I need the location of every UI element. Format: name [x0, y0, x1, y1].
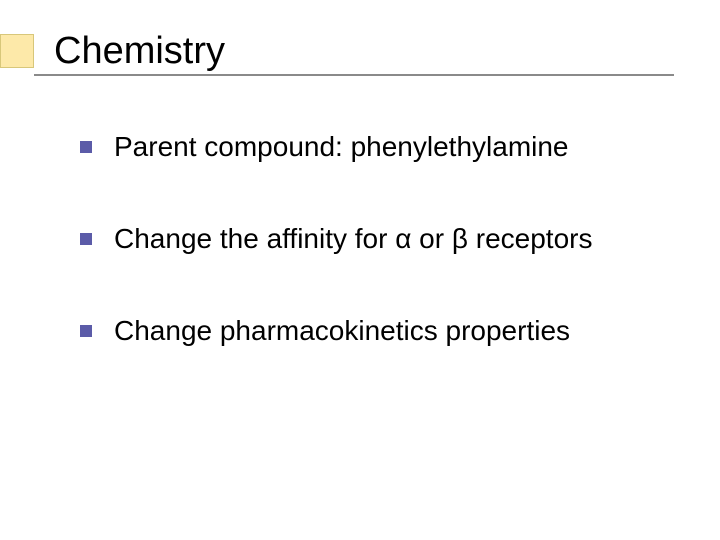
bullet-square-icon	[80, 325, 92, 337]
title-underline	[34, 74, 674, 76]
list-item: Parent compound: phenylethylamine	[80, 128, 680, 166]
bullet-text: Change the affinity for α or β receptors	[114, 220, 592, 258]
bullet-square-icon	[80, 233, 92, 245]
slide-body: Parent compound: phenylethylamine Change…	[80, 128, 680, 403]
list-item: Change the affinity for α or β receptors	[80, 220, 680, 258]
bullet-text: Change pharmacokinetics properties	[114, 312, 570, 350]
bullet-text: Parent compound: phenylethylamine	[114, 128, 569, 166]
title-accent-square	[0, 34, 34, 68]
slide-title: Chemistry	[54, 30, 225, 73]
list-item: Change pharmacokinetics properties	[80, 312, 680, 350]
bullet-square-icon	[80, 141, 92, 153]
